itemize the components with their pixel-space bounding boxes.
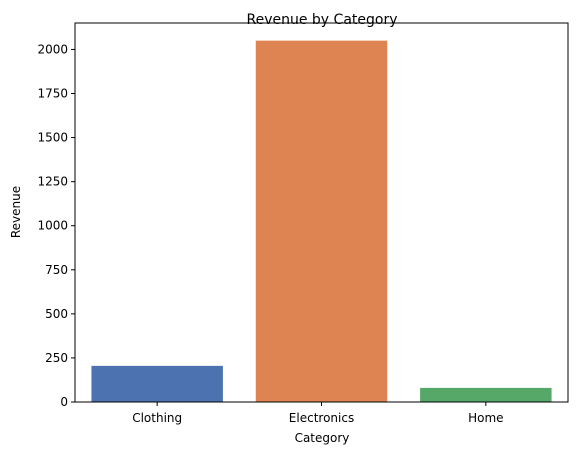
x-tick-label-electronics: Electronics [289,411,354,425]
x-axis-label: Category [295,431,350,445]
x-axis: Clothing Electronics Home [132,402,504,425]
y-tick-label: 750 [45,263,68,277]
y-tick-label: 1000 [37,219,68,233]
y-tick-label: 250 [45,351,68,365]
y-tick-label: 500 [45,307,68,321]
x-tick-label-home: Home [468,411,503,425]
y-tick-label: 2000 [37,42,68,56]
x-tick-label-clothing: Clothing [132,411,182,425]
bar-home [420,387,552,402]
y-tick-label: 1500 [37,131,68,145]
bar-electronics [255,40,388,403]
bar-clothing [91,365,223,402]
y-axis-label: Revenue [9,186,23,238]
y-tick-label: 1250 [37,175,68,189]
chart-title: Revenue by Category [247,12,398,28]
y-tick-label: 1750 [37,87,68,101]
plot-area [91,40,552,403]
y-tick-label: 0 [60,395,68,409]
y-axis: 0 250 500 750 1000 1250 1500 1750 2000 [37,42,75,409]
